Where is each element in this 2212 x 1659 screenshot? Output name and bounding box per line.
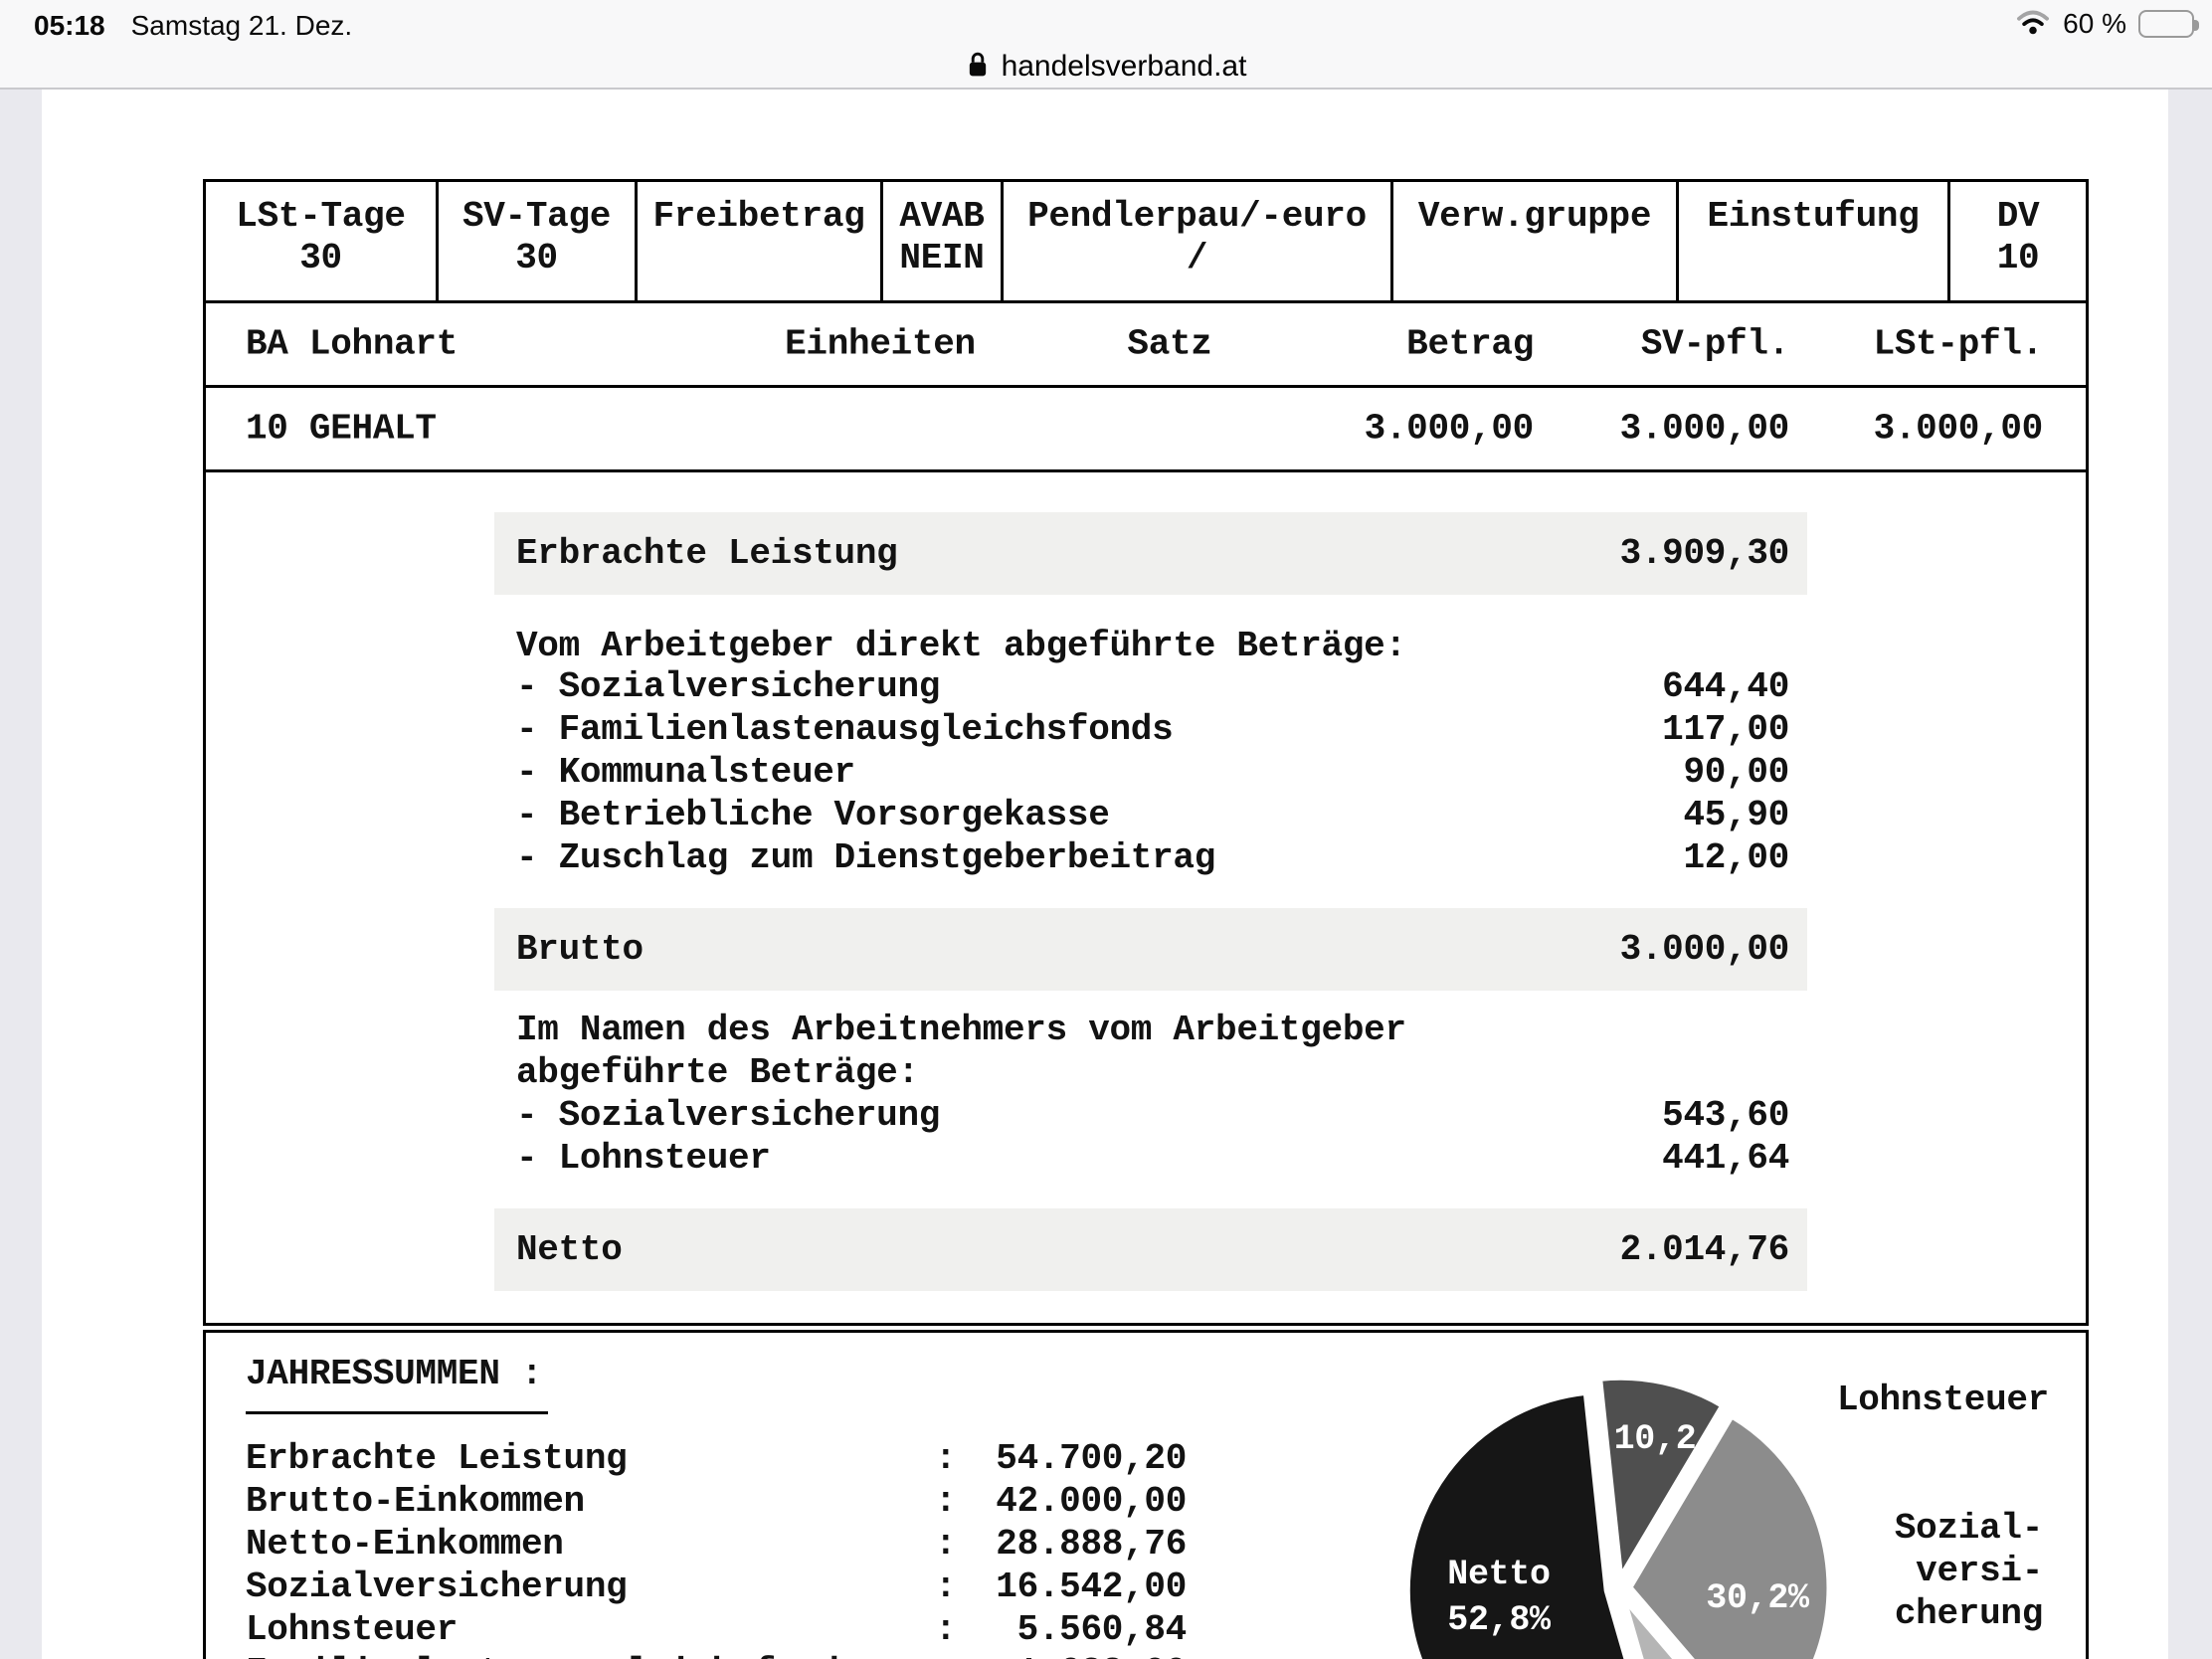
wage-sv: 3.000,00: [1619, 408, 1790, 450]
col-satz: Satz: [1127, 323, 1212, 365]
pie-slice-netto: [1404, 1389, 1629, 1659]
pie-legend-sozialversicherung: Sozial- versi- cherung: [1894, 1508, 2043, 1634]
battery-icon: [2138, 10, 2199, 38]
col-lst-pfl: LSt-pfl.: [1873, 323, 2044, 365]
year-row: Lohnsteuer:5.560,84: [246, 1609, 1187, 1650]
employee-item: - Lohnsteuer 441,64: [516, 1138, 1789, 1179]
wage-lst: 3.000,00: [1873, 408, 2044, 450]
col-einheiten: Einheiten: [785, 323, 976, 365]
jahressummen-section: JAHRESSUMMEN : Erbrachte Leistung:54.700…: [203, 1330, 2089, 1659]
employer-item: - Betriebliche Vorsorgekasse 45,90: [516, 795, 1789, 835]
url-text: handelsverband.at: [1001, 50, 1247, 83]
netto-value: 2.014,76: [1619, 1229, 1790, 1270]
employee-heading-line1: Im Namen des Arbeitnehmers vom Arbeitgeb…: [516, 1010, 1406, 1050]
jahressummen-title: JAHRESSUMMEN :: [246, 1354, 543, 1394]
brutto-label: Brutto: [516, 929, 644, 970]
date: Samstag 21. Dez.: [130, 10, 353, 41]
info-cell-sv-tage: SV-Tage 30: [439, 182, 638, 300]
netto-row: Netto 2.014,76: [494, 1208, 1807, 1291]
payslip-body: Erbrachte Leistung 3.909,30 Vom Arbeitge…: [206, 472, 2086, 1323]
info-cell-lst-tage: LSt-Tage 30: [206, 182, 439, 300]
employee-item: - Sozialversicherung 543,60: [516, 1095, 1789, 1136]
net-income-pie-chart: [1404, 1375, 1832, 1659]
year-row: Netto-Einkommen:28.888,76: [246, 1524, 1187, 1565]
year-row: Familienlastenausgleichsfonds:1.638,00: [206, 1651, 2086, 1659]
address-bar[interactable]: handelsverband.at: [0, 46, 2212, 88]
wage-name: 10 GEHALT: [246, 408, 437, 450]
payslip-table: LSt-Tage 30 SV-Tage 30 Freibetrag AVAB N…: [203, 179, 2089, 1326]
erbrachte-value: 3.909,30: [1619, 533, 1790, 574]
payslip-column-header-row: BA Lohnart Einheiten Satz Betrag SV-pfl.…: [206, 303, 2086, 388]
pie-slice-sozialversicherung: [1626, 1412, 1832, 1659]
pie-legend-lohnsteuer: Lohnsteuer: [1836, 1380, 2049, 1420]
erbrachte-label: Erbrachte Leistung: [516, 533, 898, 574]
battery-percent: 60 %: [2063, 8, 2126, 39]
employer-item: - Familienlastenausgleichsfonds 117,00: [516, 709, 1789, 750]
status-left: 05:18 Samstag 21. Dez.: [34, 10, 352, 42]
brutto-row: Brutto 3.000,00: [494, 908, 1807, 991]
clock: 05:18: [34, 10, 105, 41]
jahressummen-underline: [246, 1411, 548, 1414]
employer-item: - Sozialversicherung 644,40: [516, 666, 1789, 707]
pie-label-netto: Netto 52,8%: [1447, 1555, 1551, 1640]
wage-row: 10 GEHALT 3.000,00 3.000,00 3.000,00: [206, 388, 2086, 472]
payslip-info-row: LSt-Tage 30 SV-Tage 30 Freibetrag AVAB N…: [206, 182, 2086, 303]
year-row: Erbrachte Leistung:54.700,20: [246, 1438, 1187, 1479]
employer-item: - Zuschlag zum Dienstgeberbeitrag 12,00: [516, 837, 1789, 878]
employer-item: - Kommunalsteuer 90,00: [516, 752, 1789, 793]
col-sv-pfl: SV-pfl.: [1640, 323, 1789, 365]
browser-chrome: 05:18 Samstag 21. Dez. 60 %: [0, 0, 2212, 90]
lock-icon: [966, 50, 990, 85]
status-bar: 05:18 Samstag 21. Dez. 60 %: [0, 0, 2212, 46]
wifi-icon: [2015, 8, 2051, 40]
brutto-value: 3.000,00: [1619, 929, 1790, 970]
pie-label-sozialversicherung-pct: 30,2%: [1706, 1578, 1809, 1618]
pie-slice-sonstige: [1621, 1596, 1679, 1659]
pie-slice-lohnsteuer: [1596, 1375, 1727, 1585]
employer-heading: Vom Arbeitgeber direkt abgeführte Beträg…: [516, 626, 1406, 666]
year-row: Sozialversicherung:16.542,00: [246, 1567, 1187, 1607]
info-cell-pendler: Pendlerpau/-euro /: [1004, 182, 1393, 300]
erbrachte-leistung-row: Erbrachte Leistung 3.909,30: [494, 512, 1807, 595]
year-row: Brutto-Einkommen:42.000,00: [246, 1481, 1187, 1522]
info-cell-avab: AVAB NEIN: [883, 182, 1004, 300]
document-page[interactable]: LSt-Tage 30 SV-Tage 30 Freibetrag AVAB N…: [42, 90, 2168, 1659]
status-right: 60 %: [2015, 8, 2199, 40]
info-cell-einstufung: Einstufung: [1679, 182, 1950, 300]
employee-heading-line2: abgeführte Beträge:: [516, 1052, 919, 1093]
col-ba-lohnart: BA Lohnart: [246, 323, 459, 365]
col-betrag: Betrag: [1406, 323, 1534, 365]
info-cell-verwgruppe: Verw.gruppe: [1393, 182, 1679, 300]
info-cell-dv: DV 10: [1996, 196, 2040, 278]
wage-betrag: 3.000,00: [1364, 408, 1535, 450]
netto-label: Netto: [516, 1229, 623, 1270]
info-cell-freibetrag: Freibetrag: [638, 182, 883, 300]
pie-label-lohnsteuer-pct: 10,2: [1613, 1419, 1697, 1459]
